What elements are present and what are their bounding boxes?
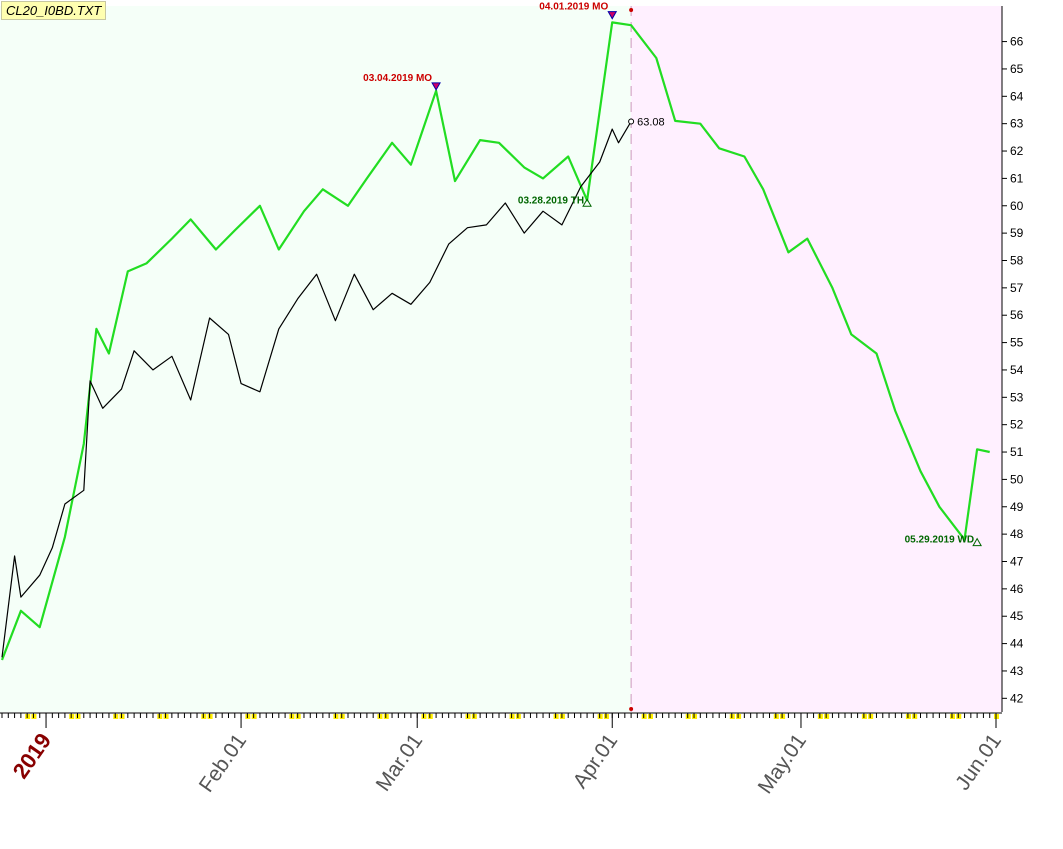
y-tick-label: 58 <box>1010 253 1024 267</box>
x-tick-label: Mar.01 <box>372 730 428 796</box>
y-tick-label: 50 <box>1010 472 1024 486</box>
y-tick-label: 53 <box>1010 390 1024 404</box>
y-tick-label: 54 <box>1010 363 1024 377</box>
y-tick-label: 49 <box>1010 500 1024 514</box>
end-value-label: 63.08 <box>637 116 665 128</box>
x-tick-label: 2019 <box>8 729 57 783</box>
y-tick-label: 47 <box>1010 554 1024 568</box>
x-tick-label: May.01 <box>754 730 811 798</box>
trough-marker <box>582 198 592 207</box>
peak-label: 04.01.2019 MO <box>539 2 608 13</box>
series-lines: 63.08 <box>0 21 990 661</box>
x-axis-labels: 2019 Feb.01 Mar.01 Apr.01 May.01 Jun.01 <box>8 713 1006 798</box>
divider-marker-bottom <box>629 707 634 711</box>
trough-label: 03.28.2019 TH <box>518 195 584 206</box>
x-tick-label: Apr.01 <box>569 730 623 793</box>
y-tick-label: 55 <box>1010 336 1024 350</box>
y-tick-label: 44 <box>1010 637 1024 651</box>
y-tick-label: 43 <box>1010 664 1024 678</box>
y-tick-label: 65 <box>1010 62 1024 76</box>
y-tick-label: 46 <box>1010 582 1024 596</box>
trough-label: 05.29.2019 WD <box>905 535 975 546</box>
forecast-region <box>631 6 1002 712</box>
y-tick-label: 60 <box>1010 199 1024 213</box>
y-tick-label: 56 <box>1010 308 1024 322</box>
peak-label: 03.04.2019 MO <box>363 73 432 84</box>
y-tick-label: 51 <box>1010 445 1024 459</box>
annotations: 03.04.2019 MO 04.01.2019 MO 03.28.2019 TH 0… <box>363 2 982 547</box>
end-value-marker <box>628 118 635 125</box>
y-tick-label: 45 <box>1010 609 1024 623</box>
peak-marker <box>431 82 441 91</box>
actual-region <box>0 6 632 712</box>
x-tick-label: Jun.01 <box>951 730 1006 795</box>
y-tick-label: 62 <box>1010 144 1024 158</box>
y-tick-label: 64 <box>1010 89 1024 103</box>
y-tick-label: 52 <box>1010 418 1024 432</box>
y-tick-label: 59 <box>1010 226 1024 240</box>
y-tick-label: 42 <box>1010 691 1024 705</box>
y-tick-label: 66 <box>1010 35 1024 49</box>
divider-marker-top <box>629 8 634 12</box>
green-series-line <box>0 21 990 661</box>
plot-background <box>0 6 1003 714</box>
axis-ticks <box>1 713 999 719</box>
x-tick-label: Feb.01 <box>195 730 251 797</box>
y-tick-label: 57 <box>1010 281 1024 295</box>
y-axis-labels: 42 43 44 45 46 47 48 49 50 51 52 53 54 55 56 57 58 59 60 61… <box>1002 35 1024 705</box>
chart-title: CL20_I0BD.TXT <box>1 1 107 20</box>
y-tick-label: 48 <box>1010 527 1024 541</box>
y-tick-label: 61 <box>1010 171 1024 185</box>
peak-marker <box>607 11 618 20</box>
y-tick-label: 63 <box>1010 117 1024 131</box>
trough-marker <box>972 537 982 547</box>
black-series-line <box>1 121 632 658</box>
